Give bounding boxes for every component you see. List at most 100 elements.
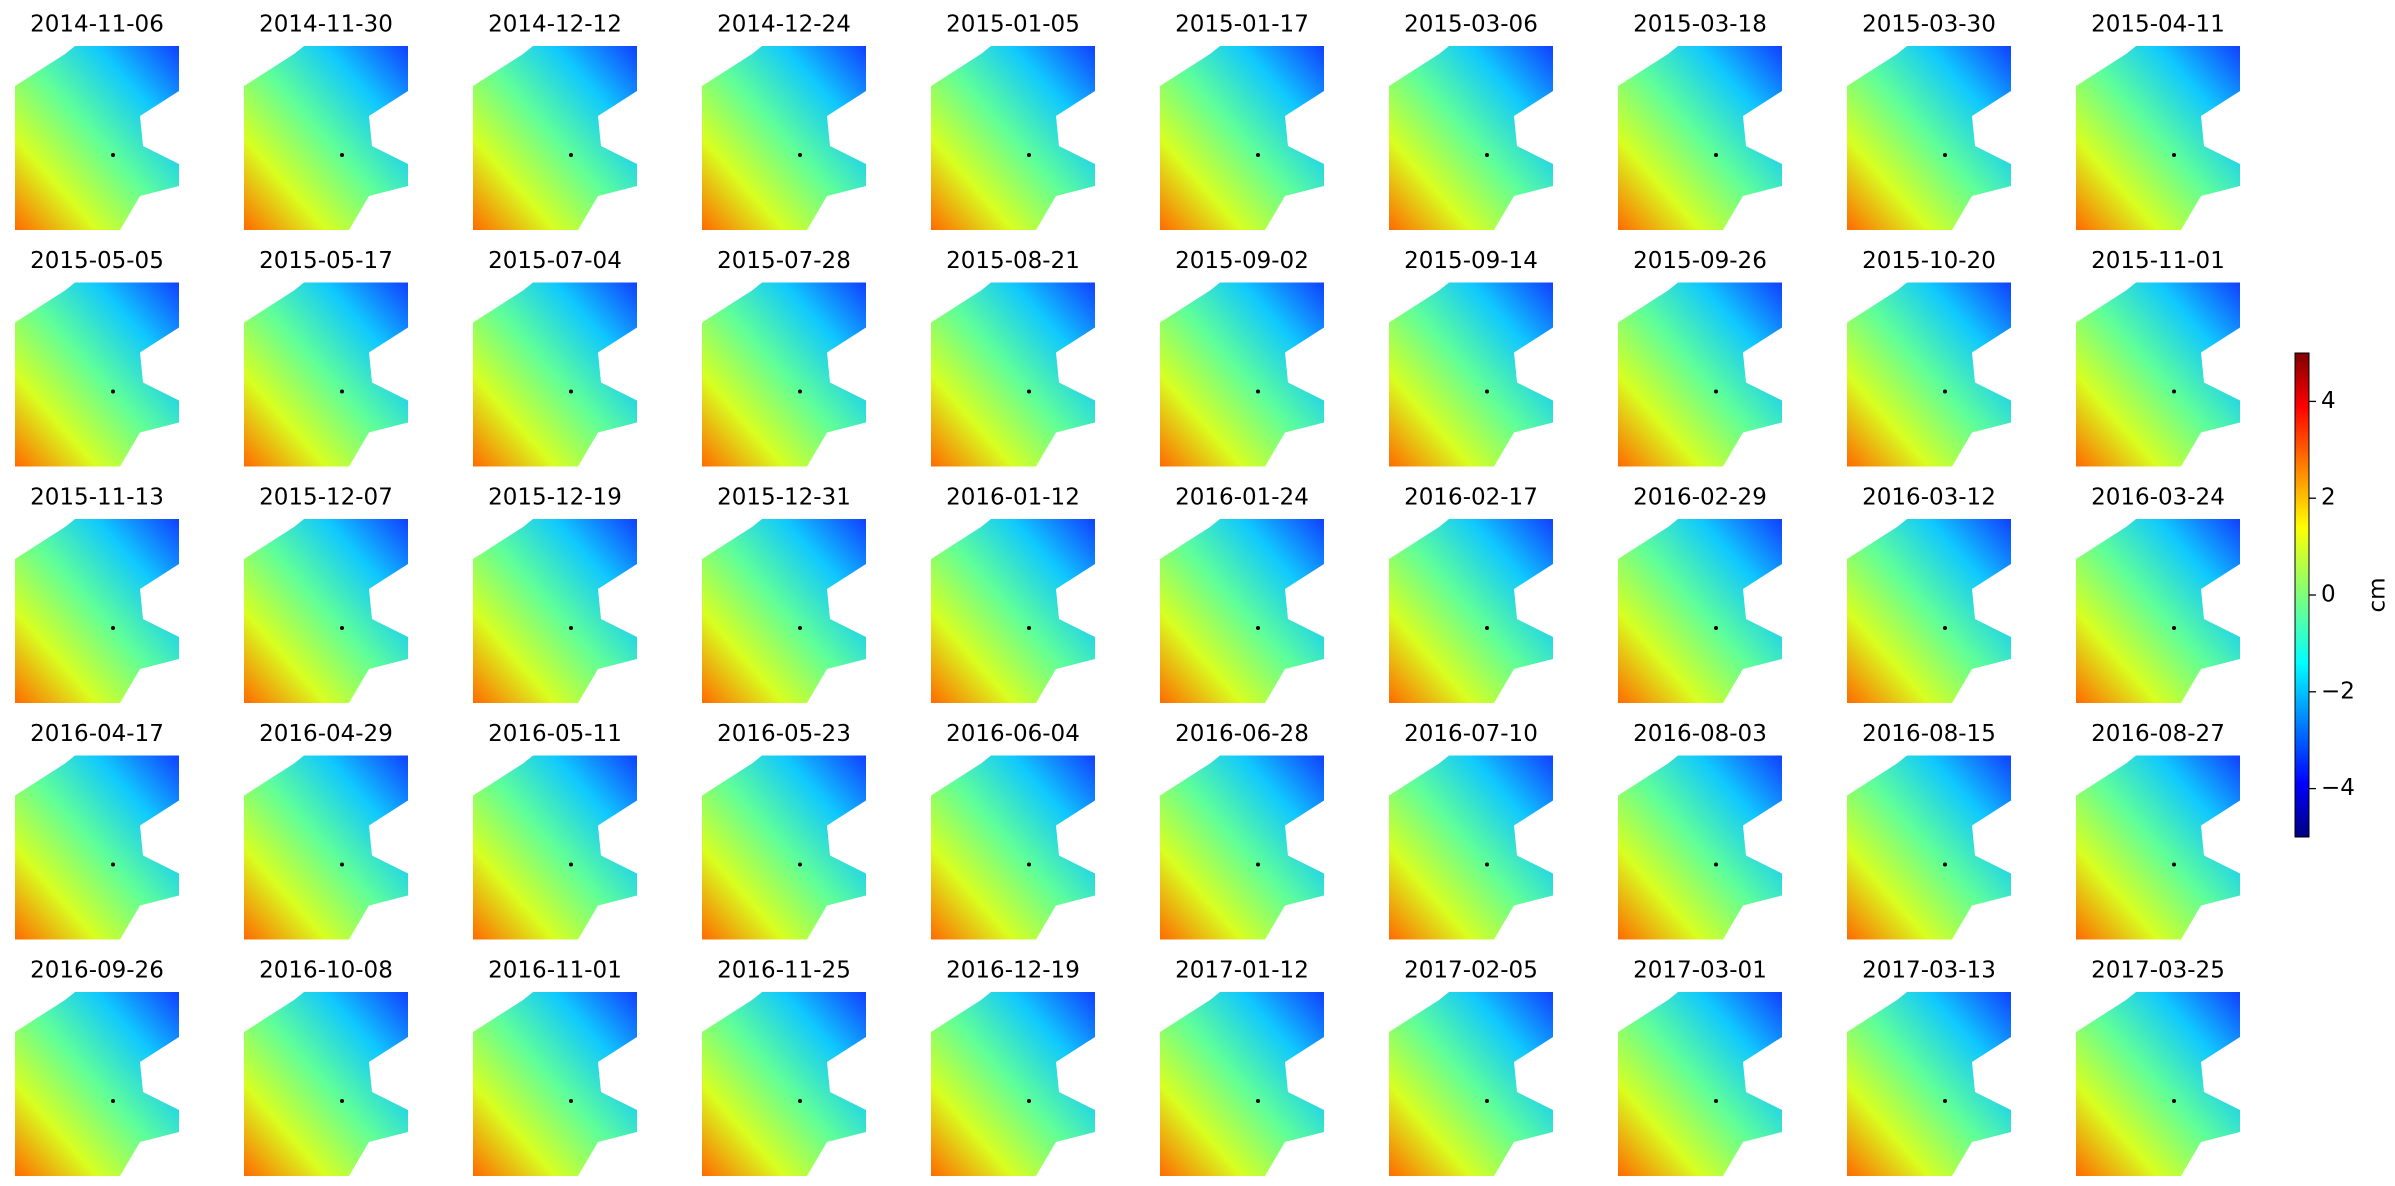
- map-image: [931, 519, 1095, 703]
- map-image: [244, 282, 408, 467]
- map-image: [1847, 519, 2011, 703]
- panel-title: 2016-07-10: [1404, 721, 1538, 747]
- reference-point: [1714, 389, 1718, 394]
- reference-point: [1027, 1099, 1031, 1103]
- map-panel: [244, 992, 408, 1176]
- map-panel: [702, 519, 866, 703]
- map-image: [1618, 992, 1782, 1176]
- map-image: [931, 46, 1095, 230]
- map-image: [244, 992, 408, 1176]
- map-image: [1389, 519, 1553, 703]
- panel-title: 2015-04-11: [2091, 12, 2225, 38]
- panel-title: 2014-12-12: [488, 12, 622, 38]
- panel-title: 2016-04-17: [30, 721, 164, 747]
- panel-title: 2014-11-30: [259, 12, 393, 38]
- map-panel: [1847, 519, 2011, 703]
- map-panel: [1618, 992, 1782, 1176]
- map-panel: [1160, 282, 1324, 467]
- map-panel: [15, 46, 179, 230]
- panel-title: 2014-11-06: [30, 12, 164, 38]
- colorbar-tick-label: −2: [2321, 678, 2355, 704]
- colorbar-tick-label: 0: [2321, 582, 2336, 608]
- map-panel: [1389, 992, 1553, 1176]
- map-panel: [2076, 992, 2240, 1176]
- reference-point: [340, 153, 344, 157]
- panel-title: 2016-03-24: [2091, 485, 2225, 511]
- reference-point: [1485, 626, 1489, 630]
- panel-title: 2016-06-28: [1175, 721, 1309, 747]
- map-panel: [931, 282, 1095, 467]
- colorbar-tick-label: 4: [2321, 388, 2336, 414]
- panel-title: 2015-12-19: [488, 485, 622, 511]
- reference-point: [2172, 389, 2176, 394]
- map-image: [15, 46, 179, 230]
- panel-title: 2016-11-01: [488, 958, 622, 984]
- map-image: [244, 755, 408, 940]
- map-panel: [1389, 519, 1553, 703]
- reference-point: [111, 389, 115, 394]
- map-image: [1160, 519, 1324, 703]
- panel-title: 2016-01-24: [1175, 485, 1309, 511]
- map-image: [15, 755, 179, 940]
- panel-title: 2015-01-05: [946, 12, 1080, 38]
- map-panel: [473, 282, 637, 467]
- panel-title: 2016-01-12: [946, 485, 1080, 511]
- reference-point: [1256, 862, 1260, 867]
- map-image: [1160, 282, 1324, 467]
- panel-title: 2017-03-13: [1862, 958, 1996, 984]
- reference-point: [1943, 862, 1947, 867]
- panel-title: 2015-09-02: [1175, 248, 1309, 274]
- panel-title: 2015-05-05: [30, 248, 164, 274]
- reference-point: [340, 626, 344, 630]
- map-image: [702, 755, 866, 940]
- reference-point: [1714, 626, 1718, 630]
- panel-title: 2015-11-13: [30, 485, 164, 511]
- map-image: [2076, 755, 2240, 940]
- reference-point: [1027, 153, 1031, 157]
- panel-title: 2016-02-17: [1404, 485, 1538, 511]
- reference-point: [569, 153, 573, 157]
- map-image: [1160, 992, 1324, 1176]
- map-image: [1160, 755, 1324, 940]
- reference-point: [111, 862, 115, 867]
- reference-point: [1943, 1099, 1947, 1103]
- reference-point: [1256, 626, 1260, 630]
- map-panel: [1847, 46, 2011, 230]
- map-panel: [1389, 755, 1553, 940]
- panel-title: 2014-12-24: [717, 12, 851, 38]
- reference-point: [569, 1099, 573, 1103]
- reference-point: [1943, 389, 1947, 394]
- map-panel: [2076, 519, 2240, 703]
- map-image: [15, 519, 179, 703]
- panel-title: 2016-08-27: [2091, 721, 2225, 747]
- map-image: [473, 519, 637, 703]
- map-panel: [473, 755, 637, 940]
- map-image: [244, 519, 408, 703]
- colorbar-gradient: [2294, 352, 2310, 838]
- panel-title: 2017-01-12: [1175, 958, 1309, 984]
- map-panel: [931, 519, 1095, 703]
- colorbar-tick-label: 2: [2321, 485, 2336, 511]
- map-panel: [1389, 46, 1553, 230]
- panel-title: 2015-07-04: [488, 248, 622, 274]
- reference-point: [569, 626, 573, 630]
- panel-title: 2016-05-11: [488, 721, 622, 747]
- reference-point: [1485, 1099, 1489, 1103]
- reference-point: [1943, 626, 1947, 630]
- colorbar: −4 −2 0 2 4 cm: [2294, 352, 2391, 838]
- reference-point: [340, 1099, 344, 1103]
- map-image: [1618, 755, 1782, 940]
- panel-title: 2015-12-31: [717, 485, 851, 511]
- map-image: [702, 992, 866, 1176]
- map-panel: [244, 519, 408, 703]
- panel-title: 2015-11-01: [2091, 248, 2225, 274]
- panel-title: 2015-01-17: [1175, 12, 1309, 38]
- reference-point: [1485, 389, 1489, 394]
- map-image: [1389, 46, 1553, 230]
- panel-title: 2015-10-20: [1862, 248, 1996, 274]
- map-panel: [473, 46, 637, 230]
- map-image: [473, 46, 637, 230]
- panel-title: 2015-03-06: [1404, 12, 1538, 38]
- map-image: [1618, 519, 1782, 703]
